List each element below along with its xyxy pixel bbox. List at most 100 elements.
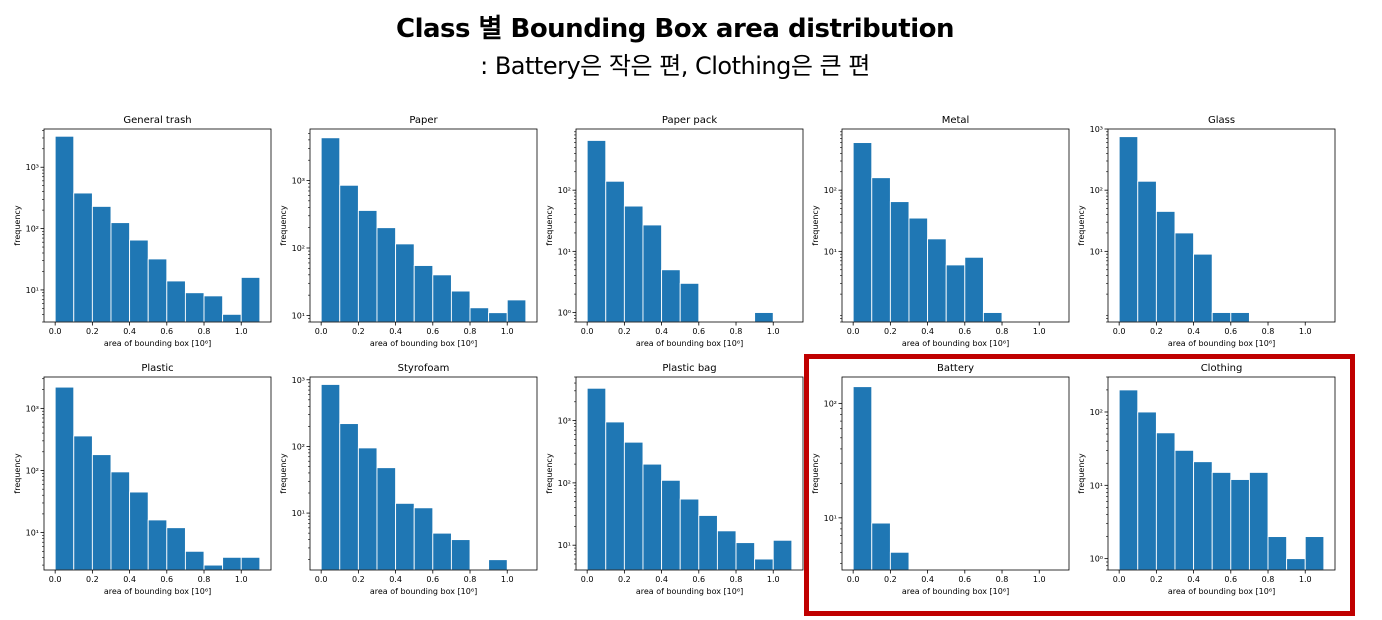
glass-xtick-label: 0.0 (1113, 327, 1126, 336)
plastic-bar-5 (147, 519, 168, 571)
metal-bar-7 (982, 312, 1003, 323)
metal-bar-0 (852, 142, 873, 323)
plastic-bag-title: Plastic bag (662, 363, 716, 374)
clothing-title: Clothing (1201, 363, 1243, 374)
paper-pack-xtick-label: 0.6 (692, 327, 705, 336)
paper-xtick-label: 0.6 (426, 327, 439, 336)
styrofoam-xtick-label: 0.0 (315, 575, 328, 584)
paper-pack-title: Paper pack (662, 115, 717, 126)
paper-xtick-label: 0.0 (315, 327, 328, 336)
clothing-ylabel: frequency (1077, 453, 1086, 493)
glass-ytick-label: 10³ (1090, 125, 1103, 134)
plastic-title: Plastic (141, 363, 173, 374)
clothing-xtick-label: 0.2 (1150, 575, 1163, 584)
histogram-plastic: Plastic 0.0 0.2 0.4 0.6 0.8 1.0 10¹ 10² 10³ area o… (13, 363, 272, 596)
plastic-bag-bar-7 (716, 530, 737, 571)
plastic-bag-xtick-label: 0.2 (618, 575, 631, 584)
paper-pack-ytick-label: 10² (558, 186, 571, 195)
metal-xlabel: area of bounding box [10⁶] (902, 339, 1009, 348)
battery-xtick-label: 0.4 (921, 575, 934, 584)
paper-pack-ytick-label: 10⁰ (558, 309, 571, 318)
general-trash-bar-1 (73, 192, 93, 323)
plastic-bag-bar-10 (772, 539, 793, 571)
plastic-bag-bar-2 (623, 441, 644, 571)
general-trash-bar-6 (166, 280, 186, 323)
metal-xtick-label: 0.4 (921, 327, 934, 336)
glass-xtick-label: 1.0 (1299, 327, 1312, 336)
plastic-bag-bar-9 (754, 558, 774, 571)
glass-ytick-label: 10¹ (1090, 247, 1103, 256)
general-trash-bar-0 (54, 135, 75, 323)
paper-bar-10 (506, 299, 527, 323)
metal-ytick-label: 10¹ (824, 247, 837, 256)
metal-bar-3 (908, 217, 929, 323)
paper-title: Paper (409, 115, 438, 126)
glass-xtick-label: 0.4 (1187, 327, 1200, 336)
paper-xtick-label: 0.2 (352, 327, 365, 336)
paper-bar-8 (469, 307, 490, 323)
paper-pack-bar-2 (623, 205, 644, 323)
plastic-bag-xlabel: area of bounding box [10⁶] (636, 587, 743, 596)
paper-pack-ytick-label: 10¹ (558, 247, 571, 256)
paper-axes-frame (309, 128, 538, 323)
paper-bar-7 (450, 290, 471, 323)
metal-bar-6 (964, 256, 984, 323)
histogram-glass: Glass 0.0 0.2 0.4 0.6 0.8 1.0 10¹ 10² 10³ area of … (1077, 115, 1336, 348)
metal-bar-2 (889, 201, 910, 323)
glass-bar-3 (1174, 232, 1195, 323)
plastic-bar-10 (240, 556, 261, 571)
paper-xtick-label: 0.4 (389, 327, 402, 336)
paper-pack-xlabel: area of bounding box [10⁶] (636, 339, 743, 348)
plastic-xtick-label: 0.2 (86, 575, 99, 584)
general-trash-axes-frame (43, 128, 272, 323)
battery-xtick-label: 0.2 (884, 575, 897, 584)
styrofoam-axes-frame (309, 376, 538, 571)
plastic-bag-xtick-label: 0.8 (730, 575, 743, 584)
paper-bar-2 (357, 209, 378, 323)
clothing-axes-frame (1107, 376, 1336, 571)
metal-xtick-label: 0.2 (884, 327, 897, 336)
plastic-xtick-label: 0.6 (160, 575, 173, 584)
clothing-xtick-label: 0.8 (1262, 575, 1275, 584)
clothing-ytick-label: 10² (1090, 408, 1103, 417)
plastic-bar-0 (54, 386, 75, 571)
battery-xtick-label: 0.6 (958, 575, 971, 584)
glass-title: Glass (1208, 115, 1235, 126)
general-trash-xtick-label: 1.0 (235, 327, 248, 336)
glass-ylabel: frequency (1077, 205, 1086, 245)
glass-xtick-label: 0.2 (1150, 327, 1163, 336)
metal-bar-1 (871, 177, 891, 323)
glass-bar-2 (1155, 210, 1176, 323)
paper-bar-1 (339, 184, 359, 323)
battery-xtick-label: 0.0 (847, 575, 860, 584)
paper-ytick-label: 10¹ (292, 311, 305, 320)
paper-pack-xtick-label: 1.0 (767, 327, 780, 336)
paper-ytick-label: 10² (292, 244, 305, 253)
clothing-ytick-label: 10¹ (1090, 481, 1103, 490)
paper-pack-xtick-label: 0.8 (730, 327, 743, 336)
plastic-bar-7 (184, 550, 205, 571)
glass-bar-4 (1193, 253, 1213, 323)
paper-ylabel: frequency (279, 205, 288, 245)
general-trash-title: General trash (123, 115, 191, 126)
plastic-bag-bar-6 (698, 515, 718, 571)
metal-axes-frame (841, 128, 1070, 323)
paper-pack-xtick-label: 0.4 (655, 327, 668, 336)
plastic-bag-xtick-label: 0.0 (581, 575, 594, 584)
paper-pack-xtick-label: 0.0 (581, 327, 594, 336)
paper-pack-bar-3 (642, 224, 663, 323)
histogram-paper: Paper 0.0 0.2 0.4 0.6 0.8 1.0 10¹ 10² 10³ area of … (279, 115, 538, 348)
paper-bar-5 (413, 265, 434, 323)
styrofoam-xtick-label: 0.2 (352, 575, 365, 584)
styrofoam-bar-3 (376, 467, 397, 571)
styrofoam-bar-1 (339, 423, 359, 571)
battery-ytick-label: 10¹ (824, 514, 837, 523)
styrofoam-bar-7 (450, 539, 471, 571)
battery-ytick-label: 10² (824, 399, 837, 408)
clothing-xtick-label: 0.4 (1187, 575, 1200, 584)
styrofoam-xtick-label: 1.0 (501, 575, 514, 584)
page-subtitle: : Battery은 작은 편, Clothing은 큰 편 (480, 52, 870, 80)
plastic-bag-bar-3 (642, 463, 663, 571)
general-trash-xtick-label: 0.4 (123, 327, 136, 336)
clothing-xtick-label: 1.0 (1299, 575, 1312, 584)
